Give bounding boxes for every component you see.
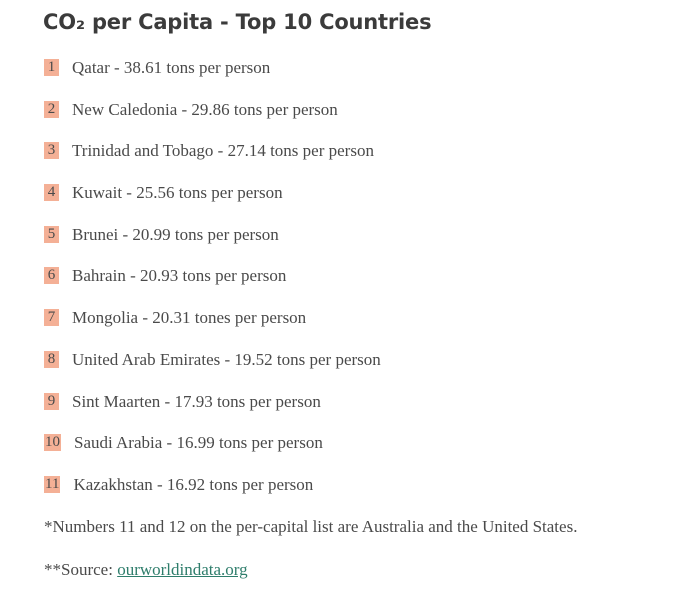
list-item: 6 Bahrain - 20.93 tons per person	[44, 266, 381, 308]
list-item: 2 New Caledonia - 29.86 tons per person	[44, 100, 381, 142]
list-item: 3 Trinidad and Tobago - 27.14 tons per p…	[44, 141, 381, 183]
list-item-text: Mongolia - 20.31 tones per person	[72, 308, 307, 328]
source-line: **Source: ourworldindata.org	[44, 560, 248, 580]
rank-badge: 6	[44, 267, 59, 285]
list-item: 11 Kazakhstan - 16.92 tons per person	[44, 475, 381, 517]
source-link[interactable]: ourworldindata.org	[117, 560, 248, 579]
ranked-list: 1 Qatar - 38.61 tons per person 2 New Ca…	[44, 58, 381, 517]
page-title: CO₂ per Capita - Top 10 Countries	[43, 10, 432, 34]
rank-badge: 5	[44, 225, 59, 243]
list-item: 4 Kuwait - 25.56 tons per person	[44, 183, 381, 225]
rank-badge: 4	[44, 184, 59, 202]
list-item: 1 Qatar - 38.61 tons per person	[44, 58, 381, 100]
source-label: **Source:	[44, 560, 118, 579]
list-item-text: Qatar - 38.61 tons per person	[72, 58, 271, 77]
list-item: 5 Brunei - 20.99 tons per person	[44, 225, 381, 267]
list-item-text: Trinidad and Tobago - 27.14 tons per per…	[72, 141, 374, 161]
footnote: *Numbers 11 and 12 on the per-capital li…	[44, 517, 578, 536]
rank-badge: 2	[44, 100, 59, 118]
list-item: 9 Sint Maarten - 17.93 tons per person	[44, 392, 381, 434]
list-item-text: United Arab Emirates - 19.52 tons per pe…	[72, 349, 381, 369]
list-item-text: New Caledonia - 29.86 tons per person	[72, 99, 338, 119]
rank-badge: 11	[44, 475, 61, 493]
rank-badge: 10	[44, 434, 61, 452]
list-item-text: Saudi Arabia - 16.99 tons per person	[74, 433, 323, 453]
list-item: 8 United Arab Emirates - 19.52 tons per …	[44, 350, 381, 392]
rank-badge: 7	[44, 309, 59, 327]
list-item-text: Kazakhstan - 16.92 tons per person	[73, 474, 314, 494]
list-item: 7 Mongolia - 20.31 tones per person	[44, 308, 381, 350]
rank-badge: 8	[44, 350, 59, 368]
list-item-text: Bahrain - 20.93 tons per person	[72, 266, 287, 286]
rank-badge: 1	[44, 59, 59, 76]
list-item-text: Sint Maarten - 17.93 tons per person	[72, 391, 321, 411]
rank-badge: 3	[44, 142, 59, 160]
list-item-text: Kuwait - 25.56 tons per person	[72, 183, 283, 203]
list-item: 10 Saudi Arabia - 16.99 tons per person	[44, 433, 381, 475]
rank-badge: 9	[44, 392, 59, 410]
list-item-text: Brunei - 20.99 tons per person	[72, 224, 279, 244]
